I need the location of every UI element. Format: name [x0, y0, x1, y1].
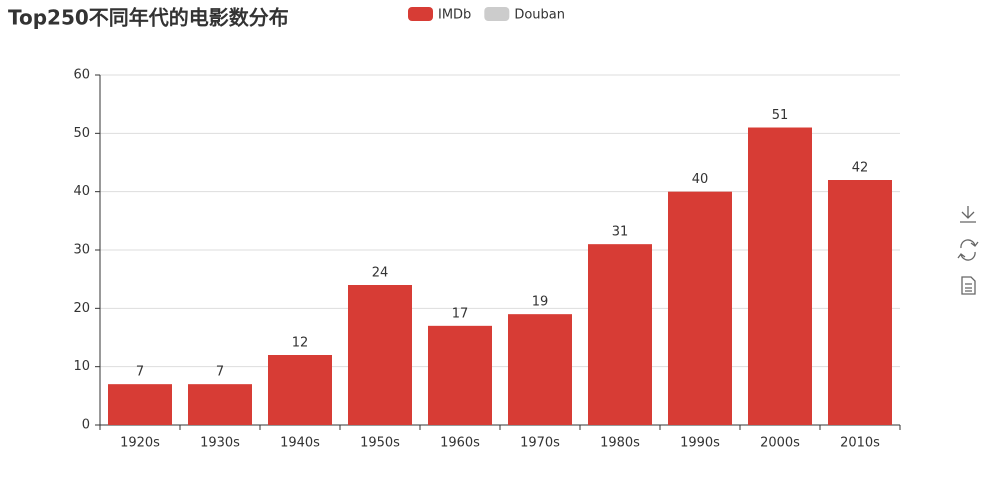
legend-swatch — [484, 7, 510, 21]
bar — [828, 180, 892, 425]
bar — [748, 127, 812, 425]
bar — [348, 285, 412, 425]
value-label: 19 — [532, 295, 549, 310]
y-tick-label: 20 — [73, 301, 90, 316]
value-label: 7 — [136, 365, 144, 380]
x-tick-label: 1920s — [120, 436, 160, 451]
chart-title: Top250不同年代的电影数分布 — [8, 6, 289, 30]
value-label: 24 — [372, 266, 389, 281]
value-label: 17 — [452, 306, 469, 321]
y-tick-label: 0 — [82, 418, 90, 433]
toolbox — [957, 206, 979, 295]
x-tick-label: 1960s — [440, 436, 480, 451]
bar — [108, 384, 172, 425]
save-icon[interactable] — [960, 206, 976, 223]
x-tick-label: 1930s — [200, 436, 240, 451]
x-tick-label: 2000s — [760, 436, 800, 451]
value-label: 42 — [852, 161, 869, 176]
x-tick-label: 1990s — [680, 436, 720, 451]
value-label: 7 — [216, 365, 224, 380]
y-tick-label: 10 — [73, 359, 90, 374]
y-tick-label: 50 — [73, 126, 90, 141]
bar — [268, 355, 332, 425]
legend-swatch — [408, 7, 433, 21]
value-label: 12 — [292, 336, 309, 351]
bar — [508, 314, 572, 425]
x-tick-label: 1950s — [360, 436, 400, 451]
bar — [188, 384, 252, 425]
restore-icon[interactable] — [957, 239, 979, 261]
legend-label[interactable]: Douban — [514, 8, 565, 23]
value-label: 40 — [692, 172, 709, 187]
data-view-icon[interactable] — [961, 276, 976, 295]
bar — [588, 244, 652, 425]
x-tick-label: 2010s — [840, 436, 880, 451]
y-tick-label: 40 — [73, 184, 90, 199]
bar — [428, 325, 492, 425]
x-tick-label: 1980s — [600, 436, 640, 451]
x-tick-label: 1970s — [520, 436, 560, 451]
x-tick-label: 1940s — [280, 436, 320, 451]
bar — [668, 191, 732, 425]
y-tick-label: 60 — [73, 68, 90, 83]
y-tick-label: 30 — [73, 243, 90, 258]
legend-label[interactable]: IMDb — [438, 8, 471, 23]
value-label: 51 — [772, 108, 789, 123]
value-label: 31 — [612, 225, 629, 240]
